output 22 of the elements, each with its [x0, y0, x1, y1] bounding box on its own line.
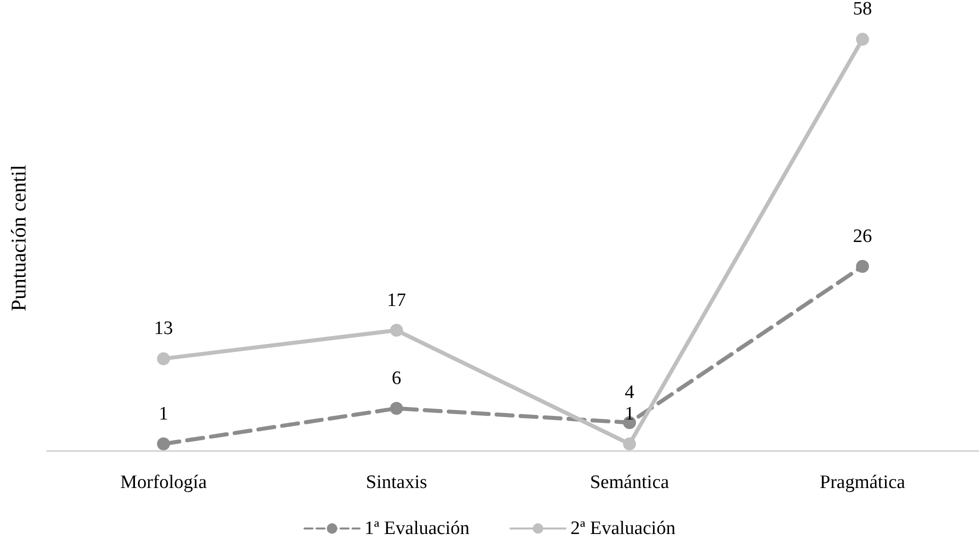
point: [157, 352, 170, 366]
x-tick-label: Sintaxis: [366, 472, 428, 493]
point: [856, 260, 869, 273]
y-axis-title: Puntuación centil: [6, 164, 30, 312]
data-label: 1: [624, 403, 634, 424]
x-tick-label: Pragmática: [820, 472, 906, 493]
legend-label: 2ª Evaluación: [570, 518, 676, 539]
data-label: 17: [387, 290, 406, 311]
data-label: 26: [853, 226, 872, 247]
data-label: 4: [624, 382, 635, 404]
data-label: 13: [154, 318, 173, 340]
point: [390, 324, 403, 337]
data-label: 6: [392, 368, 402, 389]
point: [623, 437, 636, 450]
x-tick-label: Morfología: [120, 472, 208, 493]
data-label: 1: [158, 403, 168, 424]
point: [157, 437, 170, 450]
point: [856, 32, 869, 46]
point: [390, 402, 403, 415]
legend-label: 1ª Evaluación: [364, 518, 470, 539]
x-tick-label: Semántica: [590, 472, 670, 493]
data-label: 58: [853, 0, 872, 20]
